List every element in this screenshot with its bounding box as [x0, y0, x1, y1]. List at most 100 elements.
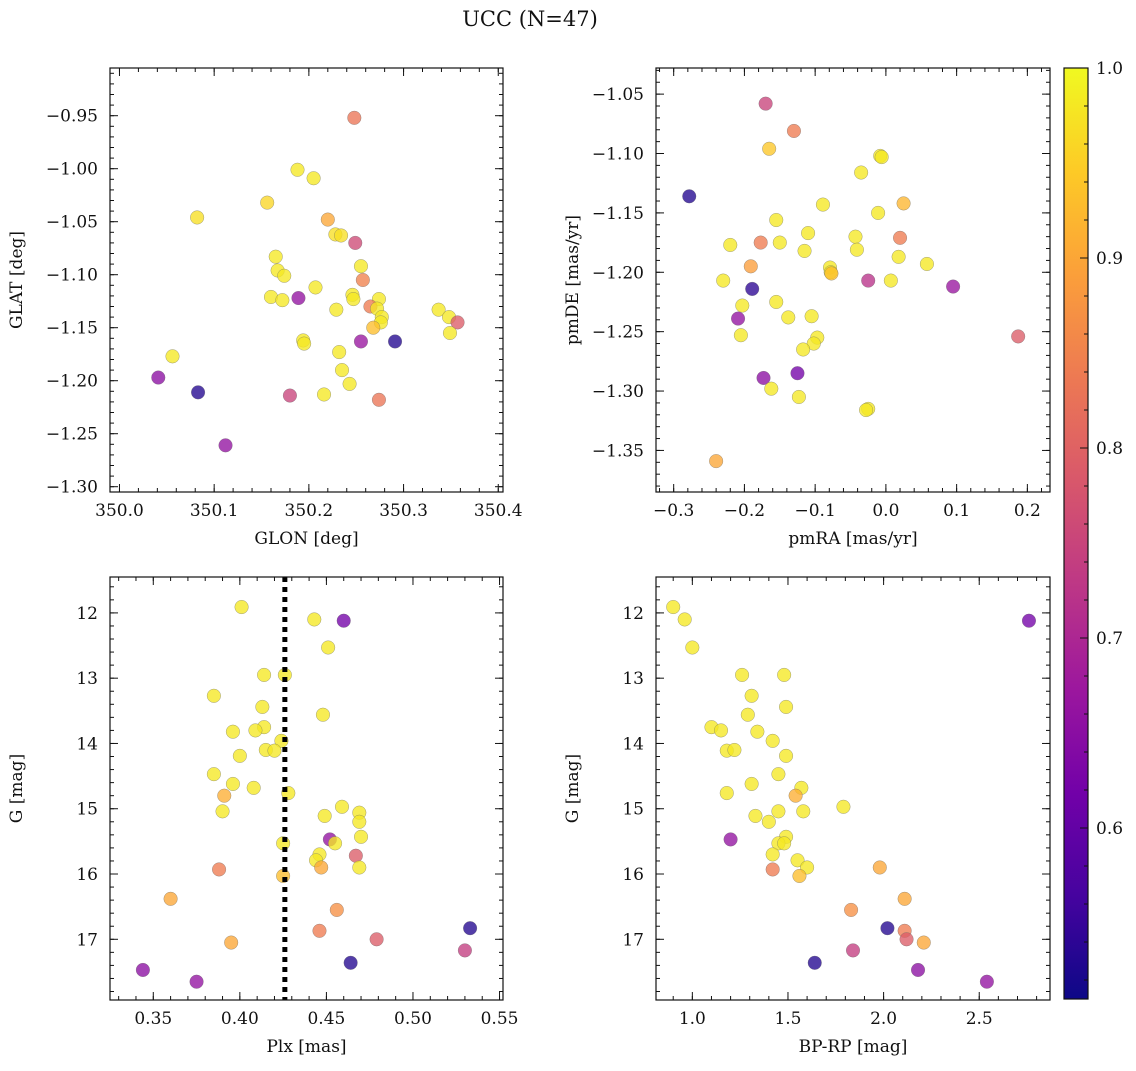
- data-point: [442, 325, 458, 341]
- data-point: [290, 162, 305, 177]
- data-point: [463, 921, 478, 936]
- data-point: [336, 613, 351, 628]
- data-point: [191, 385, 206, 400]
- data-point: [450, 315, 465, 330]
- data-point: [765, 862, 780, 877]
- colorbar-tick-label: 0.9: [1096, 249, 1123, 269]
- data-point: [307, 612, 322, 627]
- x-tick-label: 350.3: [379, 501, 428, 521]
- data-point: [916, 935, 931, 950]
- data-point: [849, 242, 864, 257]
- data-point: [764, 381, 779, 396]
- colorbar-gradient: [1064, 68, 1088, 999]
- colorbar-tick-label: 0.8: [1096, 439, 1123, 459]
- data-point: [163, 891, 178, 906]
- data-point: [824, 266, 839, 281]
- data-point: [797, 243, 812, 258]
- x-tick-label: −0.1: [795, 501, 836, 521]
- axes-frame: [655, 576, 1051, 1001]
- data-point: [716, 273, 731, 288]
- data-point: [772, 235, 787, 250]
- data-point: [135, 962, 150, 978]
- data-point: [979, 974, 994, 989]
- y-tick-label: −1.35: [592, 441, 644, 461]
- data-point: [743, 259, 758, 274]
- data-point: [685, 640, 700, 655]
- panel-2: −0.3 −0.2 −0.1 0.0 0.1 0.2 −1.35 −1.30 −1.25 −1.2…: [563, 67, 1051, 549]
- data-point: [765, 733, 780, 748]
- data-point: [731, 311, 746, 326]
- y-tick-label: −0.95: [46, 107, 98, 127]
- data-point: [777, 836, 792, 851]
- panel-4: 1.0 1.5 2.0 2.5 12 13 14 15 16 17 BP-RP [mag] G [ma…: [563, 576, 1051, 1057]
- data-point: [232, 748, 247, 763]
- data-point: [317, 808, 332, 823]
- data-point: [206, 767, 221, 782]
- data-point: [946, 279, 961, 294]
- data-point: [796, 804, 811, 819]
- data-point: [334, 363, 350, 378]
- data-point: [758, 96, 773, 111]
- y-tick-label: 17: [622, 930, 644, 950]
- data-point: [769, 212, 784, 228]
- data-point: [308, 280, 323, 295]
- x-tick-label: 2.0: [870, 1009, 897, 1029]
- y-tick-label: −1.15: [46, 319, 98, 339]
- data-point: [224, 935, 239, 950]
- data-point: [919, 256, 934, 272]
- data-point: [779, 748, 794, 763]
- data-point: [246, 780, 261, 795]
- x-tick-label: 0.2: [1014, 501, 1041, 521]
- data-point: [329, 902, 344, 917]
- x-tick-label: 350.4: [474, 501, 523, 521]
- data-point: [234, 599, 249, 615]
- data-point: [312, 923, 327, 938]
- axis-ticks: [656, 68, 1050, 492]
- data-point: [151, 370, 166, 385]
- data-point: [291, 290, 306, 306]
- x-tick-label: 350.2: [285, 501, 334, 521]
- data-point: [709, 454, 724, 469]
- y-tick-label: 13: [622, 669, 644, 689]
- data-point: [212, 862, 227, 877]
- data-point: [320, 212, 335, 227]
- data-point: [353, 334, 369, 349]
- data-point: [282, 388, 297, 403]
- axes-frame: [109, 576, 504, 1001]
- data-point: [848, 229, 863, 244]
- data-point: [297, 336, 312, 351]
- data-point: [225, 724, 240, 739]
- colorbar-tick-label: 1.0: [1096, 59, 1123, 79]
- data-point: [268, 249, 283, 264]
- x-tick-label: 0.1: [943, 501, 970, 521]
- data-point: [353, 829, 369, 844]
- data-point: [744, 776, 759, 791]
- data-point: [897, 891, 912, 906]
- data-point: [267, 743, 282, 758]
- x-tick-label: 2.5: [966, 1009, 993, 1029]
- data-point: [189, 974, 204, 989]
- data-point: [883, 273, 898, 288]
- x-axis-label: BP-RP [mag]: [799, 1037, 908, 1057]
- data-point: [781, 310, 796, 325]
- x-tick-label: 0.35: [134, 1009, 172, 1029]
- data-point: [206, 688, 221, 703]
- data-point: [306, 171, 321, 186]
- x-axis-label: Plx [mas]: [266, 1037, 346, 1057]
- data-point: [815, 197, 830, 212]
- data-point: [740, 707, 755, 722]
- y-tick-label: −1.20: [592, 263, 644, 283]
- data-point: [217, 788, 232, 803]
- data-point: [257, 667, 272, 682]
- data-point: [348, 235, 363, 250]
- data-point: [334, 799, 350, 814]
- x-tick-label: −0.3: [653, 501, 694, 521]
- data-points: [682, 96, 1026, 469]
- data-point: [807, 955, 822, 970]
- data-point: [844, 902, 859, 917]
- y-tick-label: 17: [76, 930, 98, 950]
- colorbar-frame: [1063, 67, 1089, 1000]
- data-point: [314, 860, 329, 875]
- data-point: [761, 814, 776, 829]
